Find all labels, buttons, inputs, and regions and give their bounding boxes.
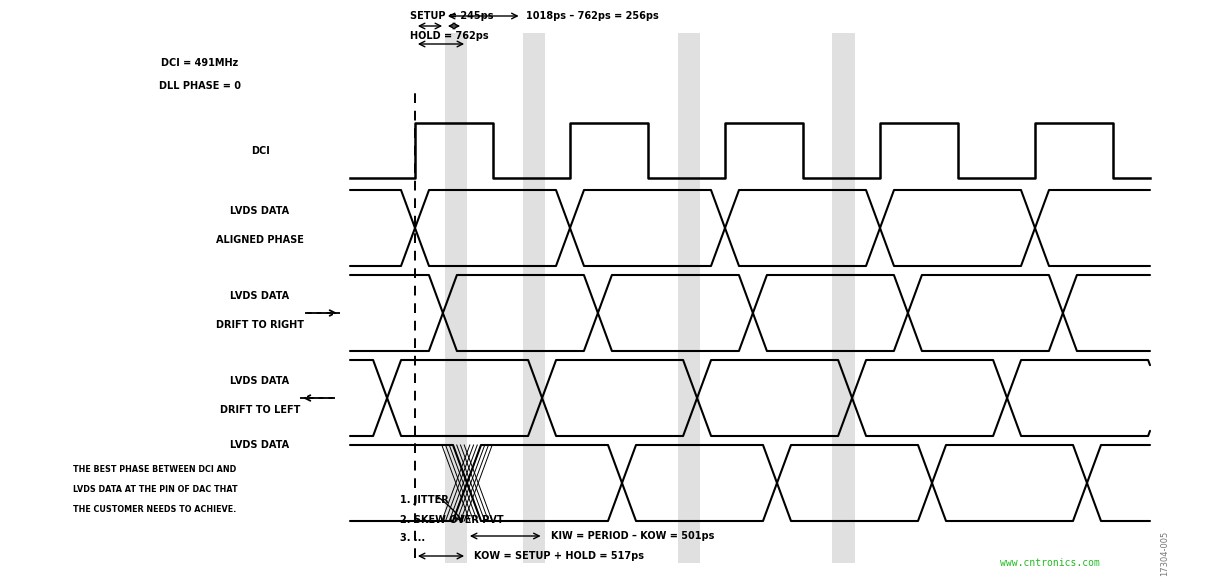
Bar bbox=[833, 33, 855, 563]
Text: 17304-005: 17304-005 bbox=[1160, 530, 1170, 576]
Text: LVDS DATA: LVDS DATA bbox=[231, 376, 289, 386]
Text: KOW = SETUP + HOLD = 517ps: KOW = SETUP + HOLD = 517ps bbox=[474, 551, 643, 561]
Text: KIW = PERIOD – KOW = 501ps: KIW = PERIOD – KOW = 501ps bbox=[551, 531, 714, 541]
Text: 1. JITTER: 1. JITTER bbox=[400, 495, 449, 505]
Text: LVDS DATA: LVDS DATA bbox=[231, 206, 289, 216]
Text: 2. SKEW OVER PVT: 2. SKEW OVER PVT bbox=[400, 515, 503, 525]
Text: 3. ...: 3. ... bbox=[400, 533, 425, 543]
Text: DCI = 491MHz: DCI = 491MHz bbox=[161, 58, 238, 68]
Text: LVDS DATA: LVDS DATA bbox=[231, 291, 289, 301]
Text: DRIFT TO RIGHT: DRIFT TO RIGHT bbox=[216, 320, 304, 330]
Text: HOLD = 762ps: HOLD = 762ps bbox=[410, 31, 488, 41]
Bar bbox=[444, 33, 466, 563]
Text: SETUP = 245ps: SETUP = 245ps bbox=[410, 11, 493, 21]
Bar bbox=[678, 33, 700, 563]
Text: THE CUSTOMER NEEDS TO ACHIEVE.: THE CUSTOMER NEEDS TO ACHIEVE. bbox=[73, 505, 237, 513]
Text: DCI: DCI bbox=[250, 145, 270, 155]
Text: www.cntronics.com: www.cntronics.com bbox=[1000, 558, 1100, 568]
Text: 1018ps – 762ps = 256ps: 1018ps – 762ps = 256ps bbox=[526, 11, 659, 21]
Text: DRIFT TO LEFT: DRIFT TO LEFT bbox=[220, 405, 300, 415]
Text: ALIGNED PHASE: ALIGNED PHASE bbox=[216, 235, 304, 245]
Text: THE BEST PHASE BETWEEN DCI AND: THE BEST PHASE BETWEEN DCI AND bbox=[73, 465, 237, 473]
Bar bbox=[523, 33, 545, 563]
Text: LVDS DATA AT THE PIN OF DAC THAT: LVDS DATA AT THE PIN OF DAC THAT bbox=[73, 485, 237, 493]
Text: DLL PHASE = 0: DLL PHASE = 0 bbox=[159, 81, 241, 91]
Text: LVDS DATA: LVDS DATA bbox=[231, 440, 289, 450]
